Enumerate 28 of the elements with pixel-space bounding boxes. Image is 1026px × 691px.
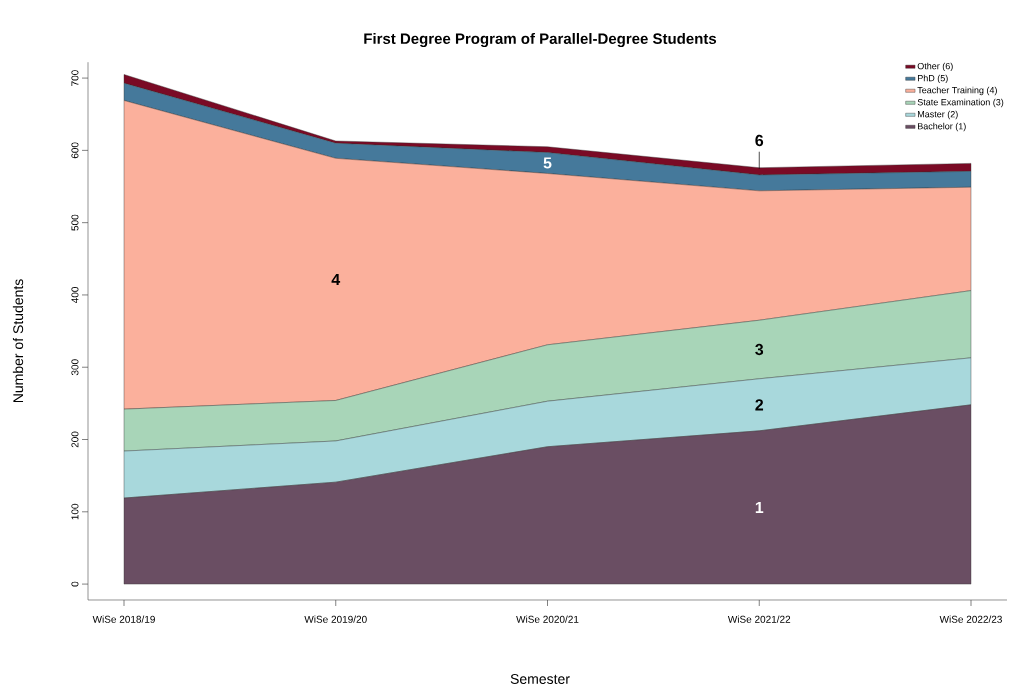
- annotation: 1: [755, 501, 764, 513]
- legend-label: PhD (5): [917, 74, 948, 84]
- y-tick-label: 300: [71, 359, 79, 376]
- chart-title: First Degree Program of Parallel-Degree Students: [364, 32, 717, 48]
- legend-label: Teacher Training (4): [917, 86, 997, 96]
- y-tick-label: 700: [71, 70, 79, 86]
- x-axis-title: Semester: [510, 674, 570, 684]
- x-tick-label: WiSe 2020/21: [516, 615, 579, 623]
- y-tick-label: 200: [71, 431, 79, 448]
- y-tick-label: 0: [71, 581, 79, 587]
- y-axis-title: Number of Students: [12, 279, 24, 403]
- annotation: 3: [755, 343, 764, 356]
- x-tick-label: WiSe 2021/22: [727, 615, 791, 623]
- x-tick-label: WiSe 2018/19: [92, 615, 155, 623]
- legend-label: Bachelor (1): [917, 122, 966, 132]
- annotation: 6: [755, 134, 764, 147]
- legend-label: Other (6): [917, 62, 953, 72]
- x-tick-label: WiSe 2022/23: [939, 615, 1002, 623]
- legend-label: State Examination (3): [917, 98, 1004, 108]
- annotation: 2: [755, 399, 764, 411]
- y-tick-label: 100: [71, 503, 79, 520]
- y-tick-label: 600: [71, 142, 79, 159]
- y-tick-label: 500: [71, 214, 79, 231]
- y-tick-label: 400: [71, 286, 79, 304]
- annotation: 4: [331, 273, 341, 285]
- legend-label: Master (2): [917, 110, 958, 120]
- x-tick-label: WiSe 2019/20: [304, 615, 367, 623]
- annotation: 5: [543, 157, 552, 169]
